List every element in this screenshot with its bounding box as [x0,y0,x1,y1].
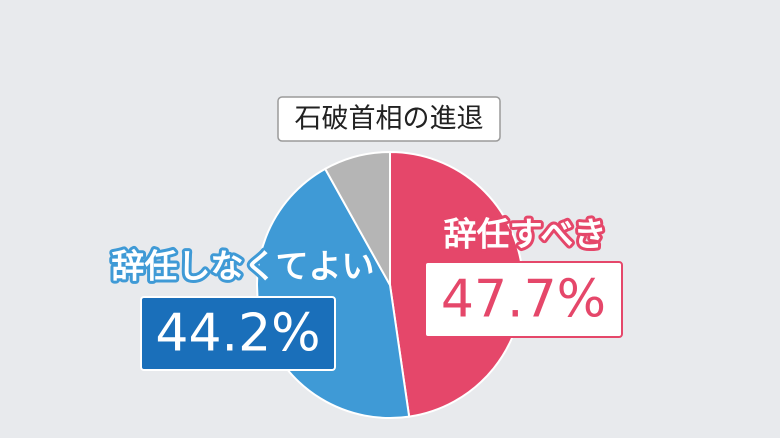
labels: 辞任すべき 47.7% 辞任しなくてよい 44.2% [108,212,623,371]
value-box [140,296,336,371]
pie-slice [323,150,391,289]
value-label: 47.7% [441,270,606,330]
value-box [424,261,623,338]
title-box [277,96,501,142]
value-label: 44.2% [155,304,320,364]
chart-title: 石破首相の進退 [295,104,484,135]
category-label: 辞任すべき [444,215,607,254]
category-label: 辞任しなくてよい [111,247,374,286]
